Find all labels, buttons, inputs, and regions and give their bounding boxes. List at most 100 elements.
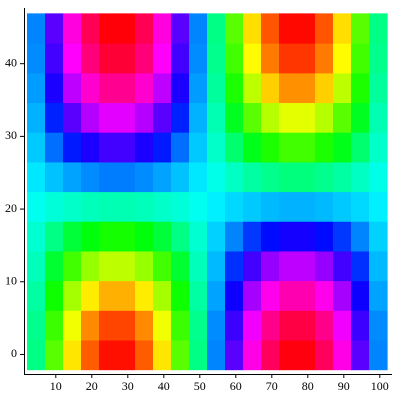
heatmap-cell [369, 339, 388, 371]
heatmap-cell [63, 250, 82, 282]
heatmap-cell [135, 102, 154, 133]
heatmap-cell [81, 280, 100, 311]
heatmap-cell [243, 161, 262, 193]
heatmap-cell [279, 250, 298, 282]
x-tick-label: 20 [86, 379, 98, 393]
heatmap-cell [225, 132, 244, 163]
heatmap-cell [225, 250, 244, 282]
heatmap-cell [315, 13, 334, 44]
heatmap-cell [99, 310, 118, 341]
heatmap-cell [333, 43, 352, 74]
heatmap-cell [243, 13, 262, 44]
heatmap-cell [27, 161, 46, 193]
heatmap-cell [279, 280, 298, 311]
heatmap-cell [27, 72, 46, 104]
heatmap-cell [297, 102, 316, 133]
heatmap-cell [315, 43, 334, 74]
heatmap-cell [81, 191, 100, 222]
heatmap-cell [315, 132, 334, 163]
heatmap-cell [243, 72, 262, 104]
heatmap-cell [351, 102, 370, 133]
heatmap-cell [351, 43, 370, 74]
heatmap-cell [189, 221, 208, 252]
heatmap-cell [81, 102, 100, 133]
heatmap-cell [99, 161, 118, 193]
heatmap-cell [189, 250, 208, 282]
heatmap-cell [261, 221, 280, 252]
heatmap-cell [333, 310, 352, 341]
heatmap-cell [171, 221, 190, 252]
heatmap-cell [153, 132, 172, 163]
heatmap-cell [171, 339, 190, 371]
heatmap-cell [279, 339, 298, 371]
heatmap-cell [27, 13, 46, 44]
heatmap-cell [333, 132, 352, 163]
heatmap-cell [225, 280, 244, 311]
heatmap-cell [315, 161, 334, 193]
x-tick-label: 100 [371, 379, 389, 393]
heatmap-cell [243, 102, 262, 133]
heatmap-cell [45, 13, 64, 44]
heatmap-cell [225, 191, 244, 222]
heatmap-cell [261, 72, 280, 104]
heatmap-cell [135, 310, 154, 341]
heatmap-cell [225, 221, 244, 252]
heatmap-cell [99, 72, 118, 104]
heatmap-cell [45, 161, 64, 193]
heatmap-cell [63, 43, 82, 74]
heatmap-cell [189, 72, 208, 104]
heatmap-cell [135, 221, 154, 252]
heatmap-cell [279, 13, 298, 44]
x-tick-label: 60 [230, 379, 242, 393]
x-tick-label: 50 [194, 379, 206, 393]
heatmap-cell [243, 132, 262, 163]
heatmap-cell [45, 280, 64, 311]
heatmap-cell [369, 191, 388, 222]
heatmap-cell [369, 132, 388, 163]
heatmap-cell [315, 221, 334, 252]
heatmap-cell [27, 221, 46, 252]
heatmap-cell [189, 102, 208, 133]
heatmap-cell [171, 161, 190, 193]
heatmap-cell [153, 339, 172, 371]
heatmap-cell [261, 102, 280, 133]
x-tick-label: 30 [122, 379, 134, 393]
heatmap-cell [45, 72, 64, 104]
heatmap-cell [135, 191, 154, 222]
heatmap-cell [171, 191, 190, 222]
heatmap-cell [27, 132, 46, 163]
heatmap-cell [333, 221, 352, 252]
heatmap-cell [225, 13, 244, 44]
heatmap-cell [63, 72, 82, 104]
heatmap-cell [207, 339, 226, 371]
heatmap-cell [135, 72, 154, 104]
heatmap-cell [207, 43, 226, 74]
heatmap-cell [369, 102, 388, 133]
heatmap-cell [279, 132, 298, 163]
x-tick-label: 40 [158, 379, 170, 393]
heatmap-cell [261, 280, 280, 311]
heatmap-cell [243, 221, 262, 252]
heatmap-cell [351, 13, 370, 44]
heatmap-cell [153, 310, 172, 341]
heatmap-cell [333, 339, 352, 371]
heatmap-cell [189, 191, 208, 222]
heatmap-cell [63, 132, 82, 163]
heatmap-cell [45, 43, 64, 74]
heatmap-cell [351, 132, 370, 163]
heatmap-cell [153, 280, 172, 311]
heatmap-cell [225, 339, 244, 371]
heatmap-cell [99, 102, 118, 133]
x-tick-label: 80 [302, 379, 314, 393]
heatmap-cell [369, 310, 388, 341]
heatmap-cell [27, 250, 46, 282]
heatmap-cell [297, 339, 316, 371]
heatmap-cell [243, 43, 262, 74]
heatmap-cell [117, 161, 136, 193]
heatmap-cell [153, 191, 172, 222]
heatmap-cell [333, 280, 352, 311]
heatmap-cell [333, 72, 352, 104]
heatmap-cell [63, 339, 82, 371]
heatmap-cell [261, 132, 280, 163]
